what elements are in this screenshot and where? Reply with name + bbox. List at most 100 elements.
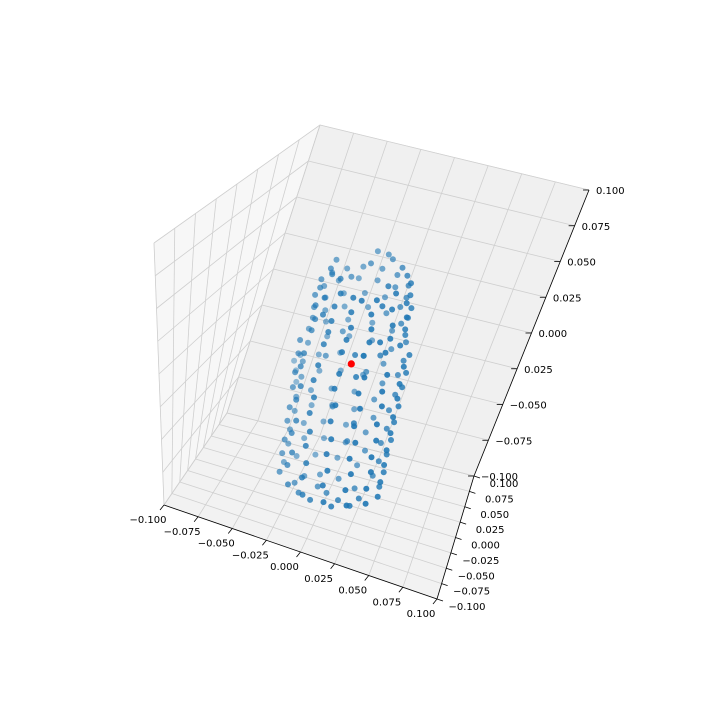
scatter-point <box>315 351 322 358</box>
scatter-point <box>395 403 402 410</box>
scatter-point <box>333 256 340 263</box>
scatter-point <box>343 502 350 509</box>
scatter-point <box>323 489 330 496</box>
scatter-point <box>310 377 317 384</box>
x-tick-label: 0.100 <box>407 609 436 620</box>
scatter-point <box>343 336 350 343</box>
scatter-point <box>408 280 414 287</box>
scatter-point <box>363 368 370 375</box>
grid-line-z-back <box>238 376 489 441</box>
scatter-point <box>403 339 409 346</box>
scatter-point <box>305 339 311 346</box>
scatter-point <box>292 369 299 376</box>
scatter-point <box>341 303 348 310</box>
grid-line-z-left <box>159 304 263 408</box>
scatter-point <box>344 438 351 445</box>
scatter-point <box>360 352 367 359</box>
grid-line-y-floor <box>195 458 456 538</box>
scatter-point <box>291 357 298 364</box>
scatter-point <box>337 290 344 297</box>
scatter-point <box>365 304 372 311</box>
y-tick-mark <box>455 537 462 540</box>
y-tick-mark <box>450 552 458 556</box>
scatter-point <box>320 499 327 506</box>
scatter-point <box>301 350 307 357</box>
x-tick-label: 0.050 <box>338 586 367 597</box>
y-tick-mark <box>469 490 476 494</box>
scatter-point <box>307 496 314 503</box>
scatter-point <box>403 300 410 307</box>
scatter-point <box>355 495 362 502</box>
scatter-point <box>379 380 386 387</box>
scatter-point <box>320 418 327 425</box>
scatter-point <box>312 451 319 458</box>
scatter-point <box>362 447 368 454</box>
tick-labels: −0.100−0.075−0.050−0.0250.0000.0250.0500… <box>129 186 624 620</box>
scatter-point <box>374 493 381 500</box>
y-tick-label: −0.025 <box>462 556 499 567</box>
grid-line-z-back <box>319 124 590 191</box>
z-tick-label: 0.100 <box>596 186 625 197</box>
grid-line-y-floor <box>203 447 461 523</box>
scatter-point <box>328 436 335 443</box>
scatter-point <box>362 500 369 507</box>
scatter-point <box>407 292 414 299</box>
grid-line-y-floor <box>211 435 465 508</box>
scatter-point <box>367 469 374 476</box>
scatter-point <box>348 324 354 331</box>
x-tick-mark <box>432 598 438 605</box>
scatter-point <box>281 436 288 443</box>
scatter-point <box>343 421 349 428</box>
scatter-point <box>379 265 386 272</box>
scatter-point <box>389 306 396 313</box>
scatter-point <box>291 479 298 486</box>
x-tick-mark <box>262 540 267 546</box>
scatter-point <box>376 483 383 490</box>
x-tick-label: −0.025 <box>232 550 269 561</box>
x-tick-label: −0.100 <box>129 515 166 526</box>
grid-line-z-left <box>158 268 274 375</box>
scatter-point <box>329 271 336 278</box>
scatter-point <box>319 482 326 489</box>
y-tick-label: 0.025 <box>476 525 505 536</box>
scatter-point <box>335 475 342 482</box>
scatter-point <box>387 430 394 437</box>
scatter-point <box>316 367 323 374</box>
scatter-point <box>402 326 409 333</box>
z-tick-label: 0.075 <box>582 222 611 233</box>
scatter-point <box>373 297 380 304</box>
y-tick-label: −0.100 <box>448 602 485 613</box>
scatter-point <box>314 483 321 490</box>
scatter-point <box>358 297 365 304</box>
scatter-point <box>370 414 377 421</box>
scatter-point <box>339 349 345 356</box>
scatter-point <box>398 320 405 327</box>
y-tick-mark <box>436 598 444 602</box>
scatter-point <box>351 485 358 492</box>
z-tick-label: 0.000 <box>539 329 568 340</box>
scatter-point <box>351 406 358 413</box>
scatter-point <box>286 404 293 411</box>
scatter-point <box>308 327 315 334</box>
scatter-point <box>387 335 394 342</box>
scatter-point <box>403 369 410 376</box>
scatter-point <box>312 291 319 298</box>
scatter-point <box>332 402 339 409</box>
scatter-point <box>297 383 304 390</box>
scatter-point <box>379 303 386 310</box>
x-tick-mark <box>296 551 301 558</box>
scatter-point <box>293 453 300 459</box>
scatter-point <box>400 363 407 370</box>
scatter-point <box>325 329 332 335</box>
grid-line-z-back <box>273 268 532 334</box>
x-tick-label: 0.075 <box>373 597 402 608</box>
scatter-point <box>317 471 323 478</box>
grid-line-z-left <box>157 232 286 342</box>
grid-line-z-left <box>156 196 297 309</box>
scatter-point <box>311 394 317 401</box>
scatter-point <box>399 264 406 271</box>
scatter-point <box>298 373 305 380</box>
scatter-point <box>339 328 346 335</box>
scatter-point <box>377 479 384 486</box>
x-tick-label: 0.025 <box>304 574 333 585</box>
